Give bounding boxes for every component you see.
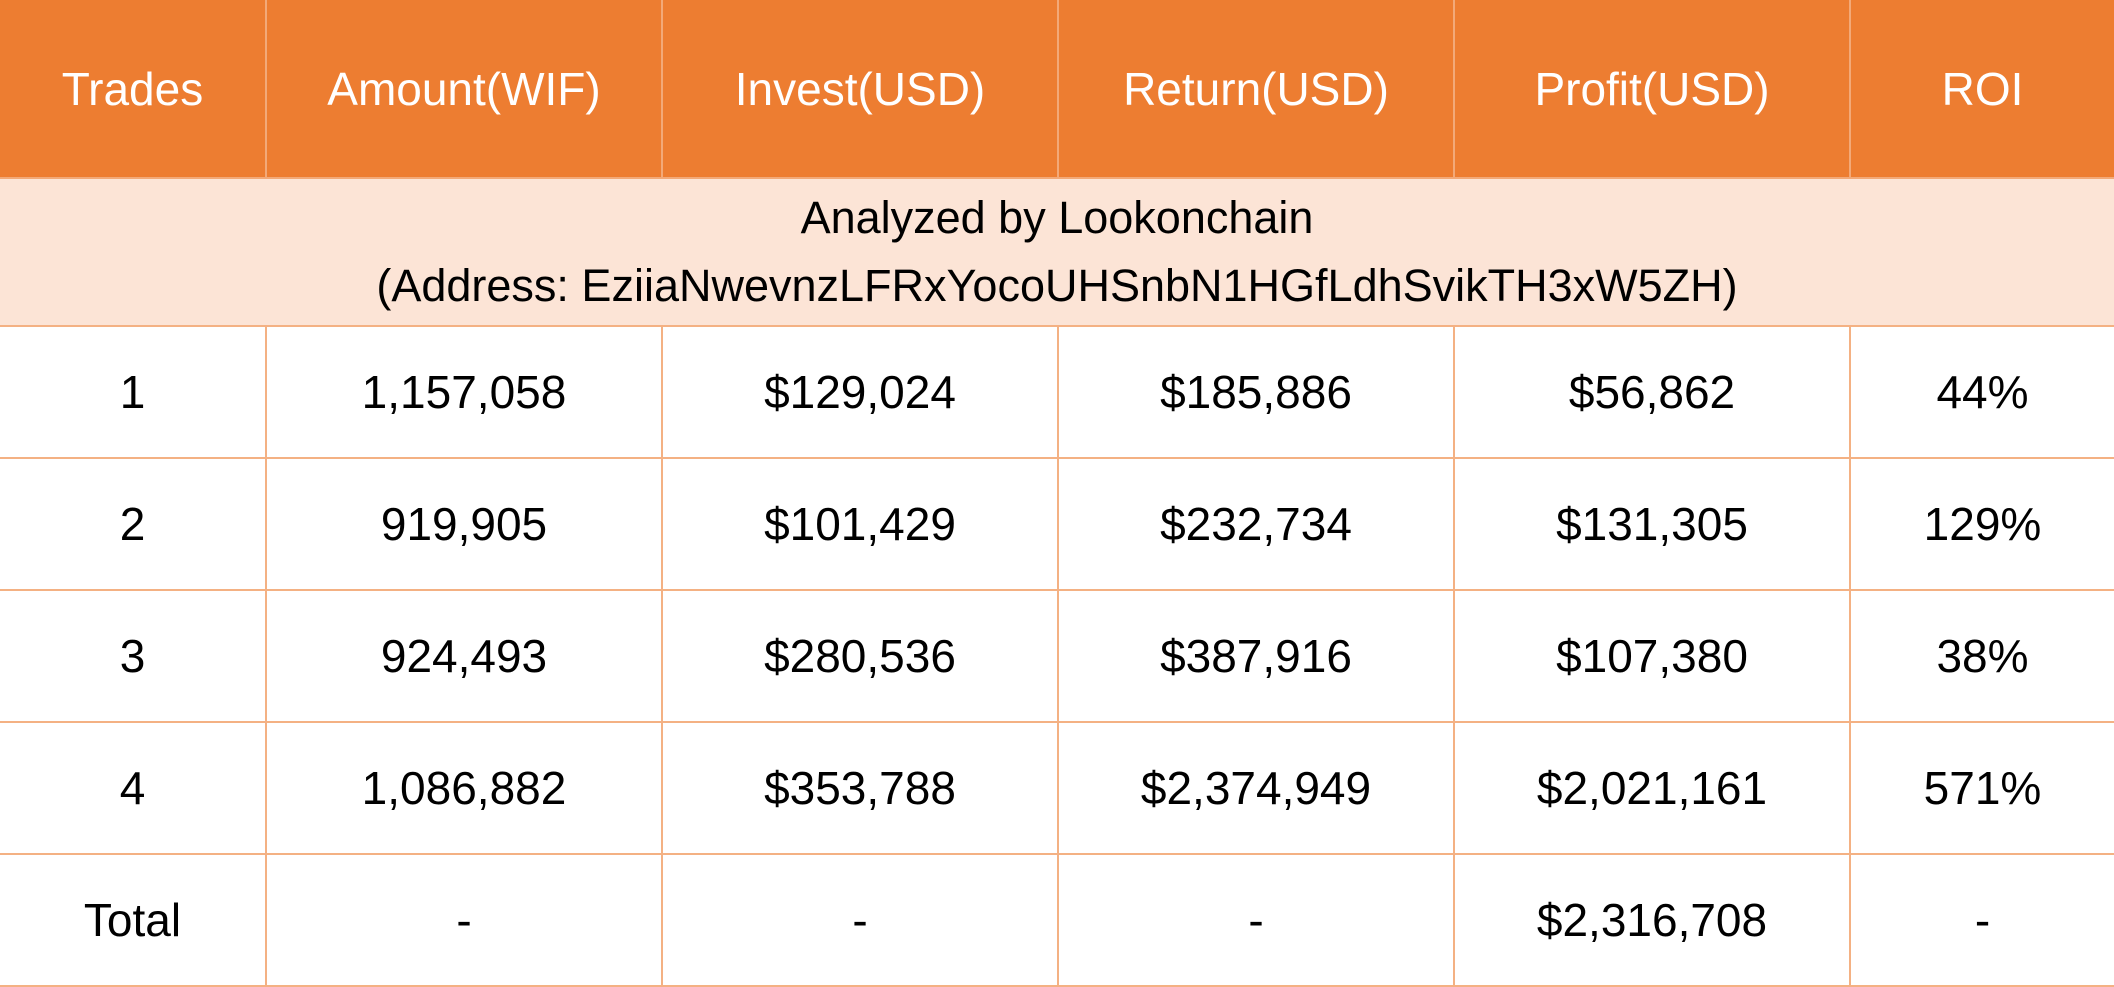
cell-roi: 44% — [1850, 326, 2114, 459]
header-invest: Invest(USD) — [662, 0, 1059, 179]
banner-address: (Address: EziiaNwevnzLFRxYocoUHSnbN1HGfL… — [376, 260, 1738, 311]
header-profit: Profit(USD) — [1454, 0, 1851, 179]
cell-roi: 129% — [1850, 458, 2114, 591]
cell-invest: - — [662, 854, 1059, 987]
table-row: 3 924,493 $280,536 $387,916 $107,380 38% — [0, 590, 2114, 723]
cell-invest: $101,429 — [662, 458, 1059, 591]
header-roi: ROI — [1850, 0, 2114, 179]
table-row: 1 1,157,058 $129,024 $185,886 $56,862 44… — [0, 326, 2114, 459]
cell-amount: 1,157,058 — [266, 326, 663, 459]
cell-roi: - — [1850, 854, 2114, 987]
table-row: 4 1,086,882 $353,788 $2,374,949 $2,021,1… — [0, 722, 2114, 855]
cell-trade: 2 — [0, 458, 267, 591]
cell-profit: $131,305 — [1454, 458, 1851, 591]
cell-return: $387,916 — [1058, 590, 1455, 723]
table-body: Analyzed by Lookonchain (Address: EziiaN… — [0, 178, 2114, 987]
cell-invest: $129,024 — [662, 326, 1059, 459]
cell-trade: 4 — [0, 722, 267, 855]
cell-profit: $107,380 — [1454, 590, 1851, 723]
header-row: Trades Amount(WIF) Invest(USD) Return(US… — [0, 0, 2114, 179]
cell-total-profit: $2,316,708 — [1454, 854, 1851, 987]
cell-total-label: Total — [0, 854, 267, 987]
cell-return: $185,886 — [1058, 326, 1455, 459]
cell-profit: $56,862 — [1454, 326, 1851, 459]
banner-attribution: Analyzed by Lookonchain — [800, 192, 1314, 243]
cell-trade: 3 — [0, 590, 267, 723]
table-header: Trades Amount(WIF) Invest(USD) Return(US… — [0, 0, 2114, 179]
cell-return: $232,734 — [1058, 458, 1455, 591]
cell-profit: $2,021,161 — [1454, 722, 1851, 855]
header-return: Return(USD) — [1058, 0, 1455, 179]
cell-invest: $280,536 — [662, 590, 1059, 723]
table-row: 2 919,905 $101,429 $232,734 $131,305 129… — [0, 458, 2114, 591]
cell-return: $2,374,949 — [1058, 722, 1455, 855]
header-trades: Trades — [0, 0, 267, 179]
cell-roi: 571% — [1850, 722, 2114, 855]
cell-invest: $353,788 — [662, 722, 1059, 855]
cell-amount: 924,493 — [266, 590, 663, 723]
cell-trade: 1 — [0, 326, 267, 459]
cell-roi: 38% — [1850, 590, 2114, 723]
cell-amount: - — [266, 854, 663, 987]
analysis-banner: Analyzed by Lookonchain (Address: EziiaN… — [0, 178, 2114, 327]
header-amount: Amount(WIF) — [266, 0, 663, 179]
total-row: Total - - - $2,316,708 - — [0, 854, 2114, 987]
banner-row: Analyzed by Lookonchain (Address: EziiaN… — [0, 178, 2114, 327]
cell-return: - — [1058, 854, 1455, 987]
cell-amount: 919,905 — [266, 458, 663, 591]
cell-amount: 1,086,882 — [266, 722, 663, 855]
